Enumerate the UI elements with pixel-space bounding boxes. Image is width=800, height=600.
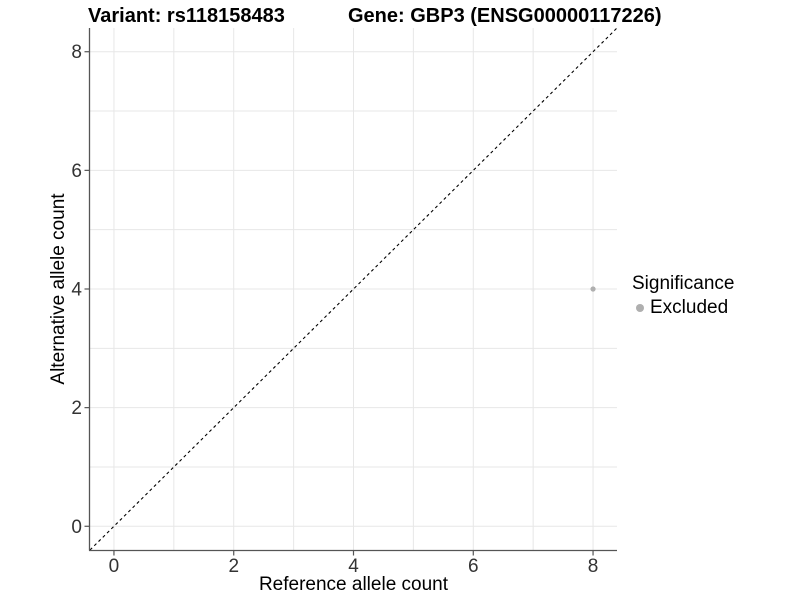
plot-title-variant: Variant: rs118158483 (88, 5, 285, 27)
legend: Significance Excluded (632, 273, 734, 319)
identity-reference-line (89, 27, 618, 551)
y-tick-label: 4 (71, 280, 82, 301)
legend-entry-label: Excluded (650, 297, 729, 318)
y-tick-label: 0 (71, 517, 82, 538)
x-tick-label: 0 (109, 556, 120, 577)
y-tick-label: 8 (71, 42, 82, 63)
legend-title: Significance (632, 273, 735, 294)
y-tick-label: 6 (71, 161, 82, 182)
x-axis-title: Reference allele count (258, 574, 449, 595)
x-tick-label: 4 (348, 556, 359, 577)
x-tick-label: 6 (468, 556, 479, 577)
y-tick-label: 2 (71, 398, 82, 419)
legend-key-excluded-dot (636, 304, 644, 312)
data-point (590, 286, 596, 292)
x-tick-label: 8 (588, 556, 599, 577)
plot-title-gene: Gene: GBP3 (ENSG00000117226) (348, 5, 662, 27)
y-axis-title: Alternative allele count (48, 193, 69, 385)
x-tick-label: 2 (228, 556, 239, 577)
legend-entry-excluded: Excluded (632, 297, 734, 319)
